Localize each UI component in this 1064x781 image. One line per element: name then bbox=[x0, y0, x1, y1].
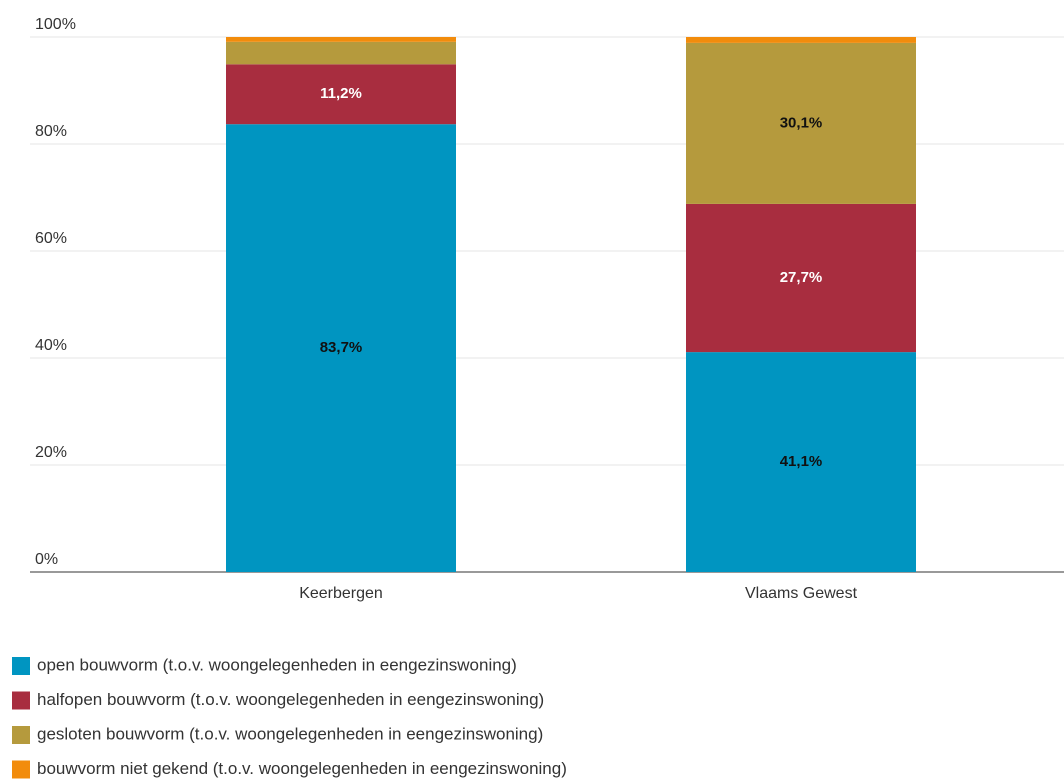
y-tick-label: 0% bbox=[35, 551, 58, 568]
data-label: 27,7% bbox=[780, 269, 823, 286]
bar-segment bbox=[226, 37, 456, 42]
bar-segment bbox=[226, 124, 456, 572]
x-tick-label: Vlaams Gewest bbox=[745, 585, 858, 602]
bar-segment bbox=[226, 64, 456, 125]
bar-segment bbox=[686, 42, 916, 204]
bar-segment bbox=[686, 37, 916, 43]
y-tick-label: 100% bbox=[35, 16, 76, 33]
legend-swatch bbox=[12, 726, 30, 744]
data-label: 30,1% bbox=[780, 114, 823, 131]
bar-segment bbox=[686, 203, 916, 353]
legend-swatch bbox=[12, 657, 30, 675]
data-label: 11,2% bbox=[320, 85, 362, 102]
data-label: 83,7% bbox=[320, 339, 363, 356]
bar-segment bbox=[686, 352, 916, 572]
y-tick-label: 20% bbox=[35, 444, 67, 461]
legend-label: bouwvorm niet gekend (t.o.v. woongelegen… bbox=[37, 759, 567, 778]
y-tick-label: 60% bbox=[35, 230, 67, 247]
bar-segment bbox=[226, 41, 456, 65]
y-tick-label: 80% bbox=[35, 123, 67, 140]
legend-swatch bbox=[12, 691, 30, 710]
x-tick-label: Keerbergen bbox=[299, 585, 383, 602]
data-label: 41,1% bbox=[780, 453, 823, 470]
y-tick-label: 40% bbox=[35, 337, 67, 354]
legend-label: halfopen bouwvorm (t.o.v. woongelegenhed… bbox=[37, 690, 544, 709]
legend-label: gesloten bouwvorm (t.o.v. woongelegenhed… bbox=[37, 724, 543, 743]
legend-swatch bbox=[12, 760, 30, 779]
legend-label: open bouwvorm (t.o.v. woongelegenheden i… bbox=[37, 655, 517, 674]
